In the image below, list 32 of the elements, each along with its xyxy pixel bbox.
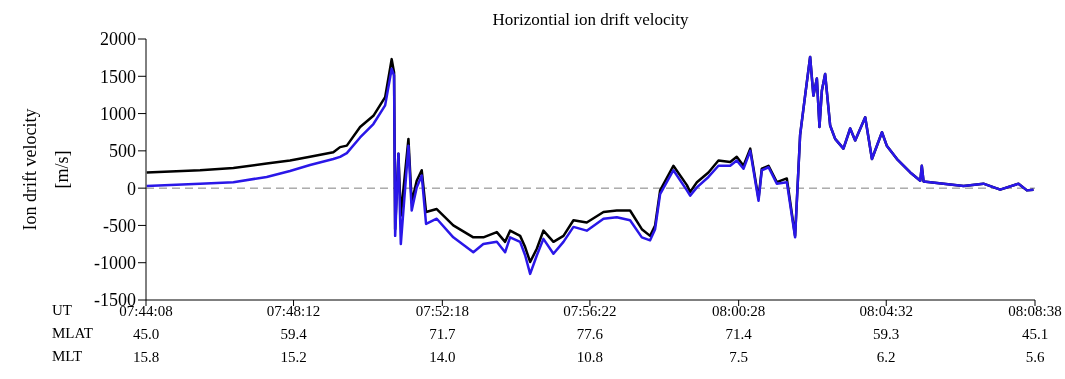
text: 6.2 [876,348,896,365]
text: 10.8 [576,348,603,365]
y-tick-label: 0 [127,178,136,199]
chart-title: Horizontial ion drift velocity [491,10,690,30]
text: 14.0 [429,348,456,365]
x-tick-label: 08:00:28 [711,302,766,319]
y-tick-label: 1000 [100,103,136,124]
y-tick-label: -500 [103,215,136,236]
text: MLAT [52,325,93,342]
text: 71.4 [725,325,753,342]
y-axis-title: Ion drift velocity [m/s] [20,108,72,231]
text: 59.3 [873,325,900,342]
text: 5.6 [1025,348,1045,365]
x-tick-label: 07:48:12 [266,302,321,319]
text: UT [52,302,72,319]
text: 71.7 [429,325,456,342]
y-tick-label: 1500 [100,66,136,87]
y-tick-label: 500 [109,141,136,162]
text: 77.6 [576,325,604,342]
text: 15.8 [132,348,160,365]
text: 59.4 [280,325,308,342]
y-tick-label: 2000 [100,29,136,50]
text: 15.2 [280,348,307,365]
x-tick-label: 07:56:22 [563,302,617,319]
text: 45.1 [1021,325,1049,342]
x-tick-label: 08:08:38 [1008,302,1062,319]
x-tick-label: 07:52:18 [415,302,470,319]
text: 45.0 [132,325,160,342]
text: 7.5 [729,348,749,365]
x-tick-label: 08:04:32 [859,302,913,319]
y-tick-label: -1000 [94,253,136,274]
text: MLT [52,348,83,365]
